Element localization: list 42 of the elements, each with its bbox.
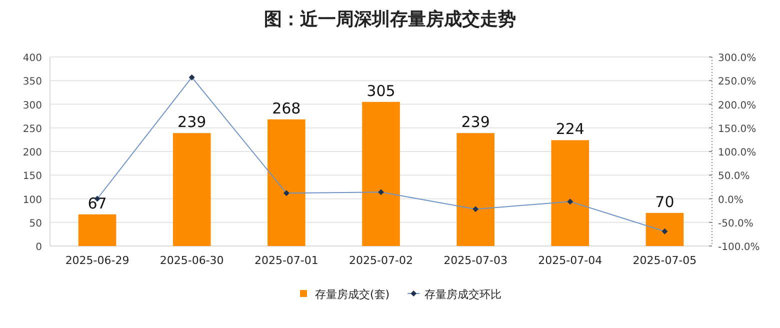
y2-tick-label: 300.0% [718, 53, 756, 64]
text: 268 [272, 99, 301, 118]
y-tick-label: 250 [22, 124, 42, 135]
y2-tick-label: 0.0% [718, 194, 744, 206]
bar [456, 133, 494, 246]
legend-label: 存量房成交(套) [315, 288, 390, 301]
bar [551, 140, 590, 246]
y2-tick-label: 50.0% [718, 171, 750, 182]
text: 67 [88, 194, 107, 212]
text: 239 [461, 113, 490, 132]
y-tick-label: 50 [29, 218, 42, 230]
y2-tick-label: -50.0% [718, 218, 754, 230]
bar [78, 214, 116, 246]
y2-tick-label: 100.0% [718, 148, 756, 158]
x-tick-label: 2025-07-05 [632, 254, 697, 267]
y2-tick-label: 150.0% [718, 124, 756, 135]
legend-label: 存量房成交环比 [424, 288, 502, 301]
y2-tick-label: -100.0% [718, 242, 760, 253]
bar [268, 119, 306, 246]
text: 224 [556, 120, 584, 138]
y-tick-label: 200 [22, 148, 42, 158]
bar [172, 133, 211, 246]
text: 70 [655, 192, 674, 211]
x-tick-label: 2025-07-04 [538, 254, 602, 267]
y-tick-label: 100 [22, 194, 42, 206]
y-tick-label: 0 [36, 242, 42, 253]
y2-tick-label: 200.0% [718, 100, 756, 112]
bar [646, 212, 684, 246]
y2-tick-label: 250.0% [718, 76, 756, 88]
x-tick-label: 2025-06-29 [65, 254, 130, 267]
x-tick-label: 2025-06-30 [160, 254, 224, 267]
x-tick-label: 2025-07-03 [444, 254, 508, 267]
y-tick-label: 350 [22, 76, 42, 88]
chart-title: 图：近一周深圳存量房成交走势 [264, 9, 516, 30]
bar [362, 102, 400, 246]
x-tick-label: 2025-07-01 [254, 254, 318, 267]
text: 239 [178, 113, 206, 132]
y-tick-label: 300 [22, 100, 42, 112]
y-tick-label: 150 [22, 171, 42, 182]
y-tick-label: 400 [22, 53, 42, 64]
text: 305 [366, 82, 396, 100]
x-tick-label: 2025-07-02 [349, 254, 413, 267]
